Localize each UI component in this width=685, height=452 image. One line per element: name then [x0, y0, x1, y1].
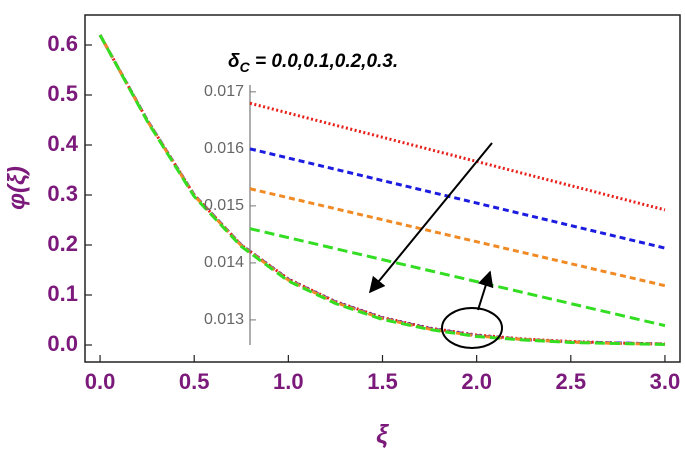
y-tick-label: 0.2 [47, 231, 78, 256]
series-line [98, 34, 665, 346]
y-tick-label: 0.4 [47, 131, 78, 156]
series-line [98, 34, 665, 346]
annotation-text: = 0.0,0.1,0.2,0.3. [250, 51, 398, 72]
inset-y-tick-label: 0.014 [204, 254, 244, 271]
x-tick-label: 0.5 [179, 369, 210, 394]
x-tick-label: 1.0 [273, 369, 304, 394]
arrow [368, 142, 493, 294]
x-tick-label: 2.5 [555, 369, 586, 394]
inset-y-tick-label: 0.015 [204, 197, 244, 214]
y-tick-label: 0.0 [47, 331, 78, 356]
inset-series-line [249, 101, 666, 212]
y-axis-label: φ(ξ) [3, 166, 30, 210]
inset-series-line [249, 227, 666, 328]
x-axis-label: ξ [376, 419, 389, 449]
x-tick-label: 2.0 [461, 369, 492, 394]
highlight-ellipse [441, 307, 503, 349]
series-line [98, 34, 665, 346]
inset-y-tick-label: 0.013 [204, 311, 244, 328]
inset-y-tick-label: 0.017 [204, 83, 244, 100]
y-tick-label: 0.3 [47, 181, 78, 206]
inset-series-line [249, 187, 666, 288]
series-line [98, 34, 665, 346]
x-tick-label: 3.0 [650, 369, 681, 394]
x-tick-label: 0.0 [85, 369, 116, 394]
x-tick-label: 1.5 [367, 369, 398, 394]
annotation: δC = 0.0,0.1,0.2,0.3. [228, 51, 398, 75]
inset-y-tick-label: 0.016 [204, 140, 244, 157]
inset-series-line [249, 147, 666, 250]
annotation-subscript: C [240, 59, 251, 75]
arrow [477, 270, 494, 311]
y-tick-label: 0.5 [47, 81, 78, 106]
y-tick-label: 0.1 [47, 281, 78, 306]
y-tick-label: 0.6 [47, 31, 78, 56]
annotation-symbol: δ [228, 51, 240, 72]
